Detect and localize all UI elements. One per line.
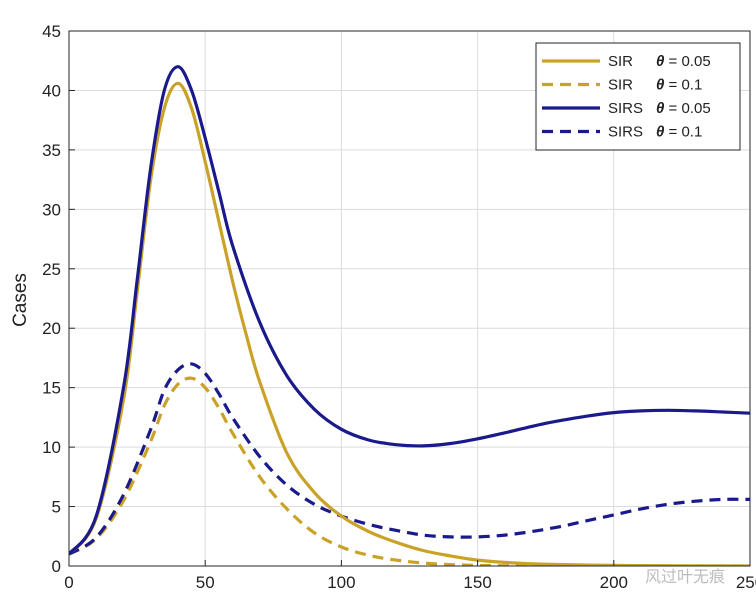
y-tick-label: 30: [42, 200, 61, 219]
y-tick-label: 40: [42, 81, 61, 100]
legend-label: SIRS: [608, 100, 643, 117]
y-tick-label: 5: [52, 498, 61, 517]
x-tick-label: 200: [600, 573, 628, 592]
y-tick-label: 0: [52, 557, 61, 576]
legend-theta: θ = 0.1: [656, 124, 702, 141]
y-tick-label: 15: [42, 379, 61, 398]
y-tick-label: 45: [42, 22, 61, 41]
watermark: 风过叶无痕: [645, 567, 725, 586]
legend-label: SIR: [608, 53, 633, 70]
x-tick-label: 250: [736, 573, 756, 592]
legend-theta: θ = 0.05: [656, 100, 711, 117]
grid-lines: [68, 30, 751, 567]
plot-border: [68, 30, 751, 567]
series-line-sirs-solid: [69, 65, 750, 556]
legend-label: SIR: [608, 77, 633, 94]
x-axis: 0 50 100 150 200 250: [64, 560, 756, 592]
legend: SIR θ = 0.05 SIR θ = 0.1 SIRS θ = 0.05 SIRS θ =…: [535, 42, 741, 151]
legend-theta: θ = 0.05: [656, 53, 711, 70]
y-axis: 0 5 10 15 20 25 30 35 40 45: [42, 22, 75, 576]
y-tick-label: 25: [42, 260, 61, 279]
y-tick-label: 20: [42, 319, 61, 338]
legend-theta: θ = 0.1: [656, 77, 702, 94]
legend-label: SIRS: [608, 124, 643, 141]
y-tick-label: 10: [42, 438, 61, 457]
x-tick-label: 100: [327, 573, 355, 592]
x-tick-label: 50: [196, 573, 215, 592]
y-axis-label: Cases: [10, 273, 31, 327]
y-tick-label: 35: [42, 141, 61, 160]
x-tick-label: 0: [64, 573, 73, 592]
series-line-sirs-dashed: [69, 362, 750, 556]
x-tick-label: 150: [463, 573, 491, 592]
